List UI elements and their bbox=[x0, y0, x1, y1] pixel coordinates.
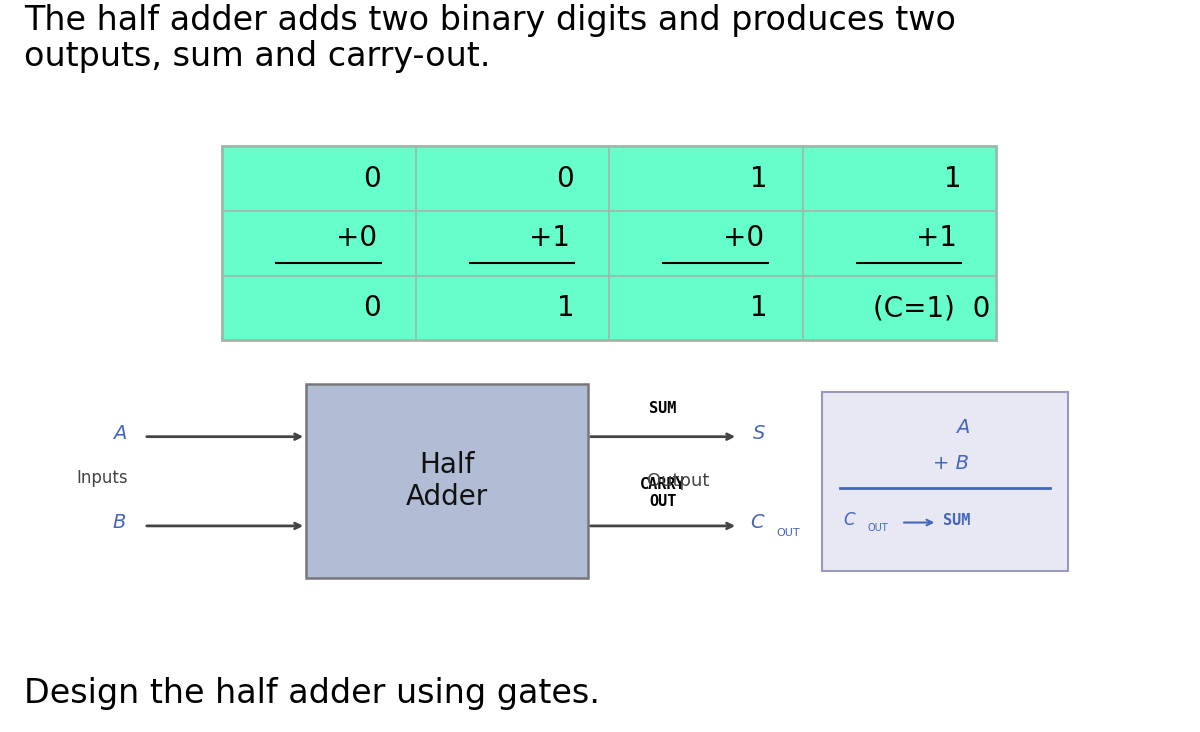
Text: +1: +1 bbox=[917, 224, 958, 253]
Text: OUT: OUT bbox=[868, 523, 888, 534]
Text: 1: 1 bbox=[557, 294, 574, 322]
Text: Half
Adder: Half Adder bbox=[406, 451, 488, 512]
Bar bbox=[222, 276, 415, 340]
Bar bbox=[222, 146, 996, 340]
Text: 0: 0 bbox=[557, 165, 574, 193]
Bar bbox=[415, 146, 610, 211]
Text: +1: +1 bbox=[529, 224, 570, 253]
Text: Design the half adder using gates.: Design the half adder using gates. bbox=[24, 677, 600, 710]
Text: 1: 1 bbox=[943, 165, 961, 193]
Bar bbox=[803, 276, 996, 340]
Text: +0: +0 bbox=[722, 224, 764, 253]
Text: B: B bbox=[113, 513, 126, 532]
Text: The half adder adds two binary digits and produces two: The half adder adds two binary digits an… bbox=[24, 4, 956, 37]
Text: 1: 1 bbox=[750, 165, 768, 193]
Text: A: A bbox=[956, 418, 970, 437]
Bar bbox=[610, 146, 803, 211]
Bar bbox=[306, 384, 588, 578]
Bar bbox=[222, 146, 415, 211]
Text: OUT: OUT bbox=[776, 529, 800, 538]
Text: (C=1)  0: (C=1) 0 bbox=[872, 294, 990, 322]
Text: Inputs: Inputs bbox=[76, 468, 128, 487]
Text: 1: 1 bbox=[750, 294, 768, 322]
Bar bbox=[803, 146, 996, 211]
Text: +0: +0 bbox=[336, 224, 377, 253]
Text: CARRY
OUT: CARRY OUT bbox=[640, 477, 686, 509]
Bar bbox=[610, 211, 803, 276]
Text: outputs, sum and carry-out.: outputs, sum and carry-out. bbox=[24, 40, 491, 73]
Text: SUM: SUM bbox=[943, 513, 971, 528]
Bar bbox=[803, 211, 996, 276]
Text: C: C bbox=[750, 513, 763, 532]
Text: Output: Output bbox=[647, 472, 709, 490]
Bar bbox=[222, 211, 415, 276]
Bar bbox=[822, 392, 1068, 571]
Text: SUM: SUM bbox=[649, 401, 677, 417]
Text: S: S bbox=[752, 425, 764, 444]
Bar bbox=[610, 276, 803, 340]
Text: A: A bbox=[113, 425, 126, 444]
Bar bbox=[415, 276, 610, 340]
Text: 0: 0 bbox=[362, 165, 380, 193]
Bar bbox=[415, 211, 610, 276]
Text: + B: + B bbox=[934, 454, 970, 473]
Text: 0: 0 bbox=[362, 294, 380, 322]
Text: C: C bbox=[844, 512, 856, 529]
